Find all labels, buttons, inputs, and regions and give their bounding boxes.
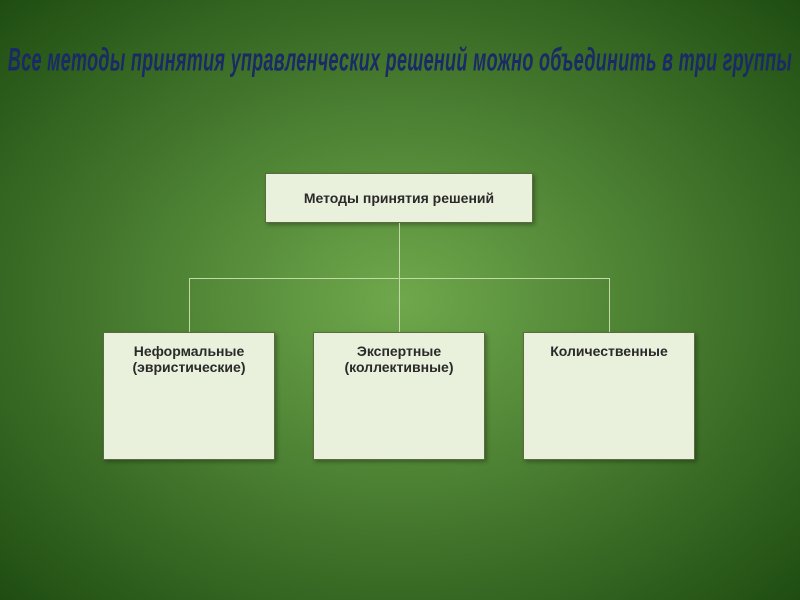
root-node: Методы принятия решений [265, 173, 533, 223]
child-node-0: Неформальные (эвристические) [103, 332, 275, 460]
connector-child-0 [189, 278, 190, 332]
child-node-1-line1: Экспертные [322, 343, 476, 359]
slide-title-text: Все методы принятия управленческих решен… [8, 42, 792, 78]
child-node-2: Количественные [523, 332, 695, 460]
root-node-label: Методы принятия решений [274, 190, 524, 206]
connector-child-2 [609, 278, 610, 332]
child-node-1-line2: (коллективные) [322, 359, 476, 375]
connector-child-1 [399, 278, 400, 332]
slide-title: Все методы принятия управленческих решен… [0, 42, 800, 80]
child-node-0-line2: (эвристические) [112, 359, 266, 375]
connector-root-drop [399, 223, 400, 278]
child-node-1: Экспертные (коллективные) [313, 332, 485, 460]
child-node-2-line1: Количественные [532, 343, 686, 359]
child-node-0-line1: Неформальные [112, 343, 266, 359]
